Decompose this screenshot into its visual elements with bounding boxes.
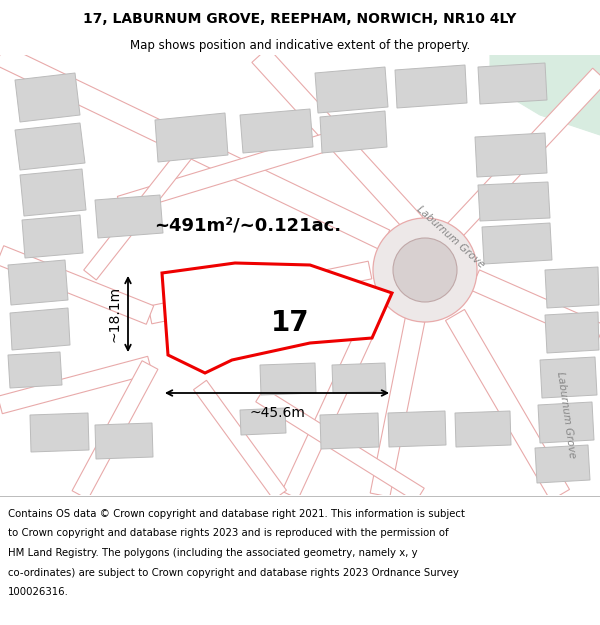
Polygon shape bbox=[240, 109, 313, 153]
Polygon shape bbox=[95, 195, 163, 238]
Polygon shape bbox=[448, 68, 600, 237]
Polygon shape bbox=[30, 413, 89, 452]
Circle shape bbox=[393, 238, 457, 302]
Polygon shape bbox=[0, 246, 154, 324]
Text: 17: 17 bbox=[271, 309, 310, 337]
Polygon shape bbox=[0, 356, 152, 414]
Polygon shape bbox=[240, 408, 286, 435]
Polygon shape bbox=[332, 363, 386, 393]
Polygon shape bbox=[194, 380, 286, 500]
Polygon shape bbox=[478, 63, 547, 104]
Polygon shape bbox=[22, 215, 83, 258]
Polygon shape bbox=[445, 309, 569, 501]
Polygon shape bbox=[260, 363, 316, 395]
Polygon shape bbox=[545, 312, 599, 353]
Text: Laburnum Grove: Laburnum Grove bbox=[414, 204, 486, 270]
Polygon shape bbox=[455, 411, 511, 447]
Text: ~45.6m: ~45.6m bbox=[249, 406, 305, 420]
Polygon shape bbox=[162, 263, 392, 373]
Text: HM Land Registry. The polygons (including the associated geometry, namely x, y: HM Land Registry. The polygons (includin… bbox=[8, 548, 418, 558]
Polygon shape bbox=[10, 308, 70, 350]
Polygon shape bbox=[118, 126, 353, 214]
Polygon shape bbox=[72, 361, 158, 499]
Polygon shape bbox=[282, 296, 388, 499]
Polygon shape bbox=[388, 411, 446, 447]
Polygon shape bbox=[490, 55, 600, 135]
Polygon shape bbox=[95, 423, 153, 459]
Polygon shape bbox=[320, 413, 379, 449]
Text: Laburnum Grove: Laburnum Grove bbox=[555, 371, 577, 459]
Polygon shape bbox=[0, 45, 390, 250]
Polygon shape bbox=[256, 388, 424, 502]
Text: co-ordinates) are subject to Crown copyright and database rights 2023 Ordnance S: co-ordinates) are subject to Crown copyr… bbox=[8, 568, 459, 578]
Text: 100026316.: 100026316. bbox=[8, 587, 69, 597]
Polygon shape bbox=[315, 67, 388, 113]
Text: Map shows position and indicative extent of the property.: Map shows position and indicative extent… bbox=[130, 39, 470, 51]
Polygon shape bbox=[545, 267, 599, 308]
Polygon shape bbox=[370, 318, 425, 497]
Polygon shape bbox=[395, 65, 467, 108]
Polygon shape bbox=[15, 73, 80, 122]
Polygon shape bbox=[15, 123, 85, 170]
Polygon shape bbox=[470, 270, 600, 345]
Polygon shape bbox=[478, 182, 550, 221]
Text: to Crown copyright and database rights 2023 and is reproduced with the permissio: to Crown copyright and database rights 2… bbox=[8, 529, 449, 539]
Polygon shape bbox=[475, 133, 547, 177]
Polygon shape bbox=[482, 223, 552, 264]
Polygon shape bbox=[155, 113, 228, 162]
Polygon shape bbox=[320, 111, 387, 153]
Text: Contains OS data © Crown copyright and database right 2021. This information is : Contains OS data © Crown copyright and d… bbox=[8, 509, 465, 519]
Polygon shape bbox=[252, 48, 423, 232]
Text: ~18.1m: ~18.1m bbox=[108, 286, 122, 342]
Polygon shape bbox=[8, 352, 62, 388]
Text: 17, LABURNUM GROVE, REEPHAM, NORWICH, NR10 4LY: 17, LABURNUM GROVE, REEPHAM, NORWICH, NR… bbox=[83, 12, 517, 26]
Circle shape bbox=[373, 218, 477, 322]
Polygon shape bbox=[540, 357, 597, 398]
Polygon shape bbox=[84, 130, 206, 280]
Polygon shape bbox=[8, 260, 68, 305]
Polygon shape bbox=[535, 445, 590, 483]
Polygon shape bbox=[20, 169, 86, 216]
Polygon shape bbox=[148, 261, 372, 324]
Polygon shape bbox=[538, 402, 594, 443]
Text: ~491m²/~0.121ac.: ~491m²/~0.121ac. bbox=[154, 216, 341, 234]
